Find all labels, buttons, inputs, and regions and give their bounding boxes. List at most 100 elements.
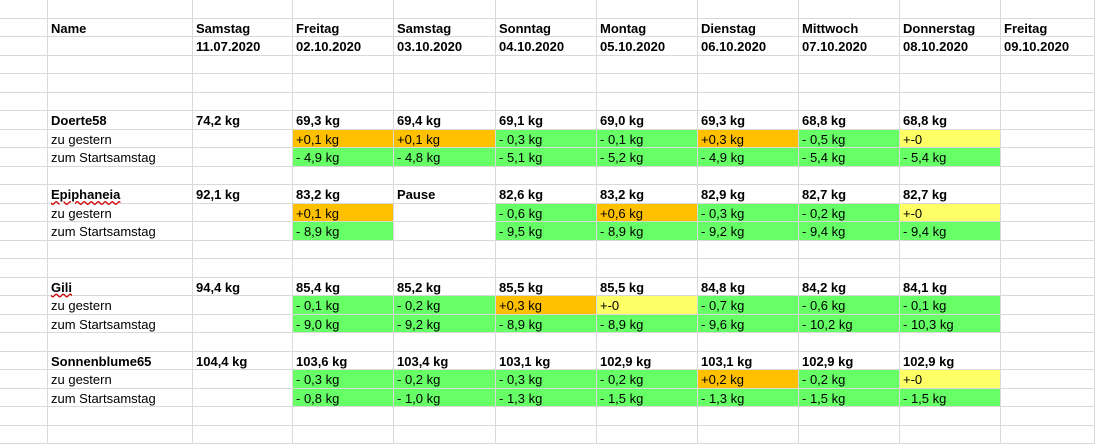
diff-yesterday-cell[interactable]: +-0 [900, 370, 1001, 389]
weight-cell[interactable]: 103,6 kg [293, 351, 394, 370]
empty-cell[interactable] [193, 166, 293, 185]
empty-cell[interactable] [293, 92, 394, 111]
diff-start-cell[interactable]: - 10,2 kg [799, 314, 900, 333]
diff-start-cell[interactable]: - 0,8 kg [293, 388, 394, 407]
diff-start-cell[interactable]: - 1,5 kg [597, 388, 698, 407]
empty-cell[interactable] [1001, 166, 1095, 185]
empty-cell[interactable] [698, 407, 799, 426]
empty-cell[interactable] [698, 333, 799, 352]
weight-cell[interactable]: 69,4 kg [394, 111, 496, 130]
row-label-startsamstag[interactable]: zum Startsamstag [48, 314, 193, 333]
diff-yesterday-cell[interactable]: - 0,6 kg [496, 203, 597, 222]
empty-cell[interactable] [48, 0, 193, 19]
diff-yesterday-cell[interactable]: - 0,3 kg [293, 370, 394, 389]
weight-cell[interactable]: 85,5 kg [496, 277, 597, 296]
empty-cell[interactable] [394, 240, 496, 259]
weight-cell[interactable]: 92,1 kg [193, 185, 293, 204]
header-day[interactable]: Dienstag [698, 18, 799, 37]
empty-cell[interactable] [0, 407, 48, 426]
empty-cell[interactable] [394, 0, 496, 19]
empty-cell[interactable] [597, 259, 698, 278]
empty-cell[interactable] [799, 333, 900, 352]
row-label-zu-gestern[interactable]: zu gestern [48, 129, 193, 148]
empty-cell[interactable] [394, 74, 496, 93]
header-date[interactable]: 05.10.2020 [597, 37, 698, 56]
empty-cell[interactable] [496, 166, 597, 185]
empty-cell[interactable] [799, 55, 900, 74]
row-label-startsamstag[interactable]: zum Startsamstag [48, 222, 193, 241]
weight-cell[interactable]: 74,2 kg [193, 111, 293, 130]
diff-start-cell[interactable] [394, 222, 496, 241]
diff-yesterday-cell[interactable]: - 0,2 kg [799, 370, 900, 389]
empty-cell[interactable] [496, 0, 597, 19]
empty-cell[interactable] [1001, 55, 1095, 74]
empty-cell[interactable] [900, 425, 1001, 444]
empty-cell[interactable] [597, 166, 698, 185]
diff-yesterday-cell[interactable]: - 0,7 kg [698, 296, 799, 315]
empty-cell[interactable] [293, 0, 394, 19]
empty-cell[interactable] [799, 425, 900, 444]
diff-start-cell[interactable]: - 9,4 kg [799, 222, 900, 241]
diff-yesterday-cell[interactable]: - 0,1 kg [293, 296, 394, 315]
diff-start-cell[interactable]: - 9,4 kg [900, 222, 1001, 241]
empty-cell[interactable] [193, 407, 293, 426]
empty-cell[interactable] [1001, 240, 1095, 259]
diff-yesterday-cell[interactable]: - 0,1 kg [597, 129, 698, 148]
diff-yesterday-cell[interactable] [394, 203, 496, 222]
empty-cell[interactable] [799, 240, 900, 259]
diff-yesterday-cell[interactable]: +-0 [597, 296, 698, 315]
row-label-startsamstag[interactable]: zum Startsamstag [48, 148, 193, 167]
empty-cell[interactable] [597, 407, 698, 426]
diff-yesterday-cell[interactable]: +0,3 kg [698, 129, 799, 148]
weight-cell[interactable]: 83,2 kg [293, 185, 394, 204]
weight-cell[interactable]: 82,7 kg [799, 185, 900, 204]
diff-yesterday-cell[interactable]: - 0,2 kg [597, 370, 698, 389]
diff-start-cell[interactable]: - 5,2 kg [597, 148, 698, 167]
diff-start-cell[interactable]: - 9,2 kg [698, 222, 799, 241]
empty-cell[interactable] [193, 388, 293, 407]
empty-cell[interactable] [1001, 92, 1095, 111]
diff-start-cell[interactable]: - 4,8 kg [394, 148, 496, 167]
empty-cell[interactable] [1001, 0, 1095, 19]
weight-cell[interactable]: 104,4 kg [193, 351, 293, 370]
empty-cell[interactable] [496, 333, 597, 352]
empty-cell[interactable] [0, 425, 48, 444]
empty-cell[interactable] [698, 166, 799, 185]
weight-cell[interactable]: 82,9 kg [698, 185, 799, 204]
weight-cell[interactable]: 83,2 kg [597, 185, 698, 204]
diff-yesterday-cell[interactable]: +-0 [900, 203, 1001, 222]
header-date[interactable]: 03.10.2020 [394, 37, 496, 56]
empty-cell[interactable] [698, 92, 799, 111]
row-label-startsamstag[interactable]: zum Startsamstag [48, 388, 193, 407]
diff-start-cell[interactable]: - 4,9 kg [293, 148, 394, 167]
empty-cell[interactable] [193, 240, 293, 259]
empty-cell[interactable] [0, 333, 48, 352]
empty-cell[interactable] [698, 74, 799, 93]
person-name[interactable]: Sonnenblume65 [48, 351, 193, 370]
diff-yesterday-cell[interactable]: +0,1 kg [293, 129, 394, 148]
header-day[interactable]: Mittwoch [799, 18, 900, 37]
diff-start-cell[interactable]: - 1,5 kg [799, 388, 900, 407]
empty-cell[interactable] [0, 259, 48, 278]
empty-cell[interactable] [496, 74, 597, 93]
empty-cell[interactable] [394, 55, 496, 74]
empty-cell[interactable] [193, 259, 293, 278]
empty-cell[interactable] [193, 370, 293, 389]
empty-cell[interactable] [0, 203, 48, 222]
weight-cell[interactable]: 103,1 kg [496, 351, 597, 370]
empty-cell[interactable] [48, 259, 193, 278]
header-day[interactable]: Freitag [293, 18, 394, 37]
empty-cell[interactable] [1001, 333, 1095, 352]
diff-yesterday-cell[interactable]: - 0,5 kg [799, 129, 900, 148]
empty-cell[interactable] [597, 240, 698, 259]
empty-cell[interactable] [0, 185, 48, 204]
header-date[interactable]: 11.07.2020 [193, 37, 293, 56]
empty-cell[interactable] [799, 259, 900, 278]
diff-start-cell[interactable]: - 5,4 kg [799, 148, 900, 167]
empty-cell[interactable] [1001, 259, 1095, 278]
empty-cell[interactable] [1001, 185, 1095, 204]
weight-cell[interactable]: 102,9 kg [597, 351, 698, 370]
empty-cell[interactable] [193, 203, 293, 222]
weight-cell[interactable]: 84,1 kg [900, 277, 1001, 296]
